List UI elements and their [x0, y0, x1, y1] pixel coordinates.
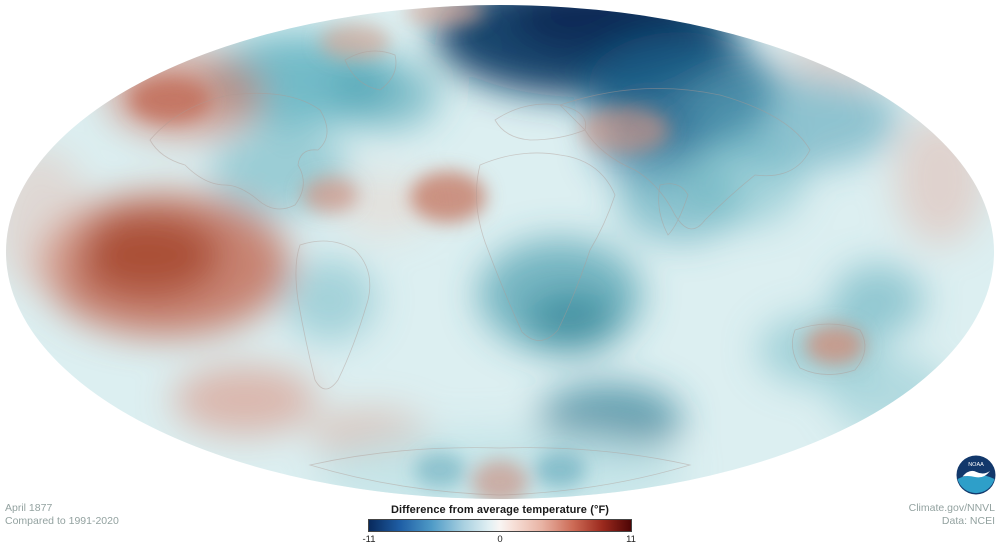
world-map — [6, 5, 994, 499]
map-baseline-label: Compared to 1991-2020 — [5, 515, 119, 527]
noaa-logo-text: NOAA — [968, 462, 984, 468]
coastlines — [149, 50, 866, 496]
tick-mid: 0 — [497, 534, 503, 545]
legend-title-text: Difference from average temperature — [390, 504, 588, 516]
map-date-label: April 1877 — [5, 502, 53, 514]
legend-unit: (°F) — [590, 504, 610, 516]
tick-min: -11 — [362, 534, 376, 545]
noaa-logo-lower — [957, 474, 995, 494]
colorbar — [368, 519, 632, 532]
legend: Difference from average temperature (°F)… — [350, 504, 650, 546]
credits-block: Climate.gov/NNVL Data: NCEI — [909, 502, 995, 528]
credit-site: Climate.gov/NNVL — [908, 502, 995, 514]
credit-data-source: Data: NCEI — [941, 515, 995, 527]
noaa-logo-svg: NOAA — [956, 455, 996, 495]
noaa-seagull-icon — [962, 470, 990, 478]
date-block: April 1877 Compared to 1991-2020 — [5, 502, 119, 528]
noaa-logo: NOAA — [956, 455, 996, 495]
tick-max: 11 — [626, 534, 636, 545]
world-map-svg — [6, 5, 994, 499]
anomaly-blobs-small — [130, 5, 865, 499]
legend-title: Difference from average temperature (°F) — [350, 504, 650, 516]
colorbar-ticks: -11 0 11 — [362, 534, 635, 546]
